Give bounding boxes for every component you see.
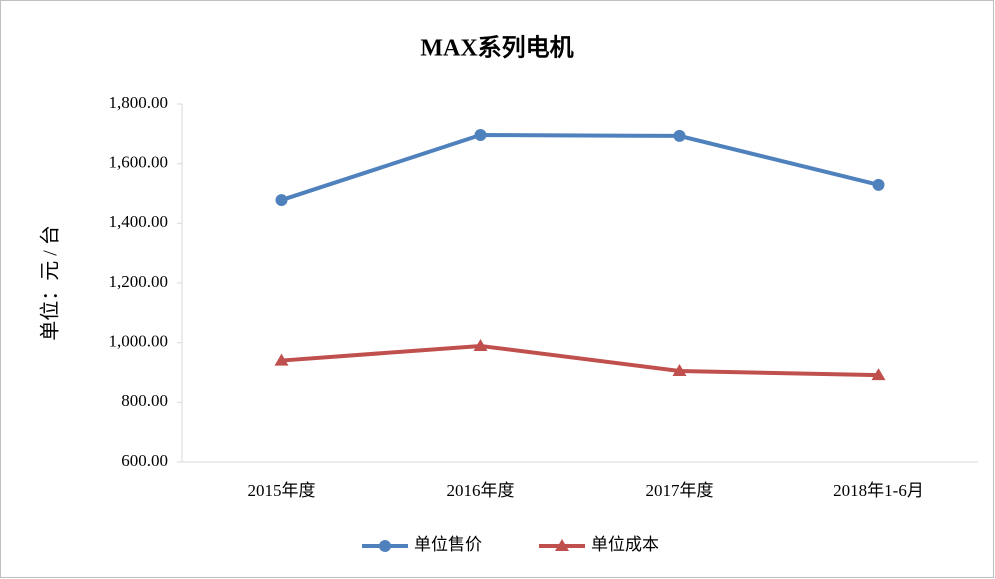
y-tick-label: 1,200.00	[109, 272, 169, 291]
point	[673, 129, 686, 142]
y-tick-label: 1,400.00	[109, 212, 169, 231]
series-line	[281, 343, 879, 378]
point	[474, 129, 487, 142]
y-tick-label: 800.00	[121, 391, 168, 410]
x-tick-label: 2017年度	[646, 481, 714, 500]
y-tick-label: 1,000.00	[109, 332, 169, 351]
y-tick-label: 1,600.00	[109, 153, 169, 172]
point	[872, 178, 885, 191]
x-tick-label: 2015年度	[248, 481, 316, 500]
point	[871, 368, 886, 381]
chart-title: MAX系列电机	[420, 35, 573, 62]
y-tick-label: 600.00	[121, 451, 168, 470]
point	[473, 338, 488, 351]
series-line	[280, 133, 879, 202]
point	[555, 539, 569, 551]
x-tick-label: 2018年1-6月	[833, 481, 924, 500]
y-axis-label: 单位：元 / 台	[39, 225, 62, 341]
point	[379, 540, 391, 552]
legend-label: 单位成本	[591, 535, 659, 554]
point	[274, 353, 289, 366]
y-tick-label: 1,800.00	[109, 93, 169, 112]
legend-label: 单位售价	[414, 535, 482, 554]
x-tick-label: 2016年度	[447, 481, 515, 500]
point	[275, 194, 288, 207]
point	[672, 364, 687, 377]
